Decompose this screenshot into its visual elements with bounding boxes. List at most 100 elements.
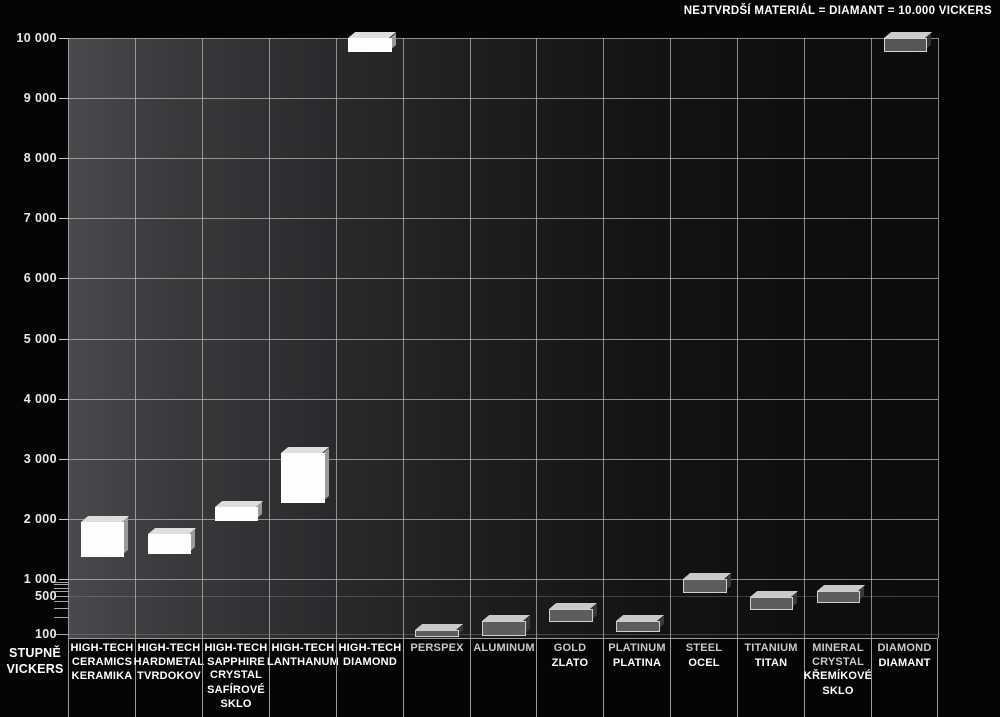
- bar-perspex: [415, 623, 464, 637]
- y-tick-label: 5 000: [23, 331, 57, 346]
- bar-front-face: [482, 621, 526, 636]
- category-axis: HIGH-TECH CERAMICS KERAMIKA HIGH-TECH HARDME…: [68, 638, 938, 717]
- y-axis-title-line2: VICKERS: [6, 662, 64, 676]
- gridline-y: [68, 458, 938, 460]
- y-tick-label: 100: [34, 627, 57, 641]
- category-label-9: PLATINUM PLATINA: [603, 638, 670, 717]
- gridline-x: [68, 38, 69, 638]
- y-tick-label: 1 000: [23, 572, 57, 586]
- category-label-cz: DIAMANT: [878, 656, 931, 669]
- category-label-en: PERSPEX: [410, 642, 464, 654]
- y-axis-title-line1: STUPNĚ: [9, 646, 61, 660]
- y-tick-label: 10 000: [16, 31, 57, 45]
- bar-high-tech-hardmetal: [147, 527, 197, 554]
- bar-front-face: [80, 521, 125, 557]
- category-label-13: DIAMOND DIAMANT: [871, 638, 938, 717]
- category-label-5: HIGH-TECH DIAMOND: [336, 638, 403, 717]
- gridline-y: [68, 338, 938, 340]
- gridline-x: [938, 38, 939, 638]
- gridline-y: [68, 98, 938, 100]
- category-label-en: MINERAL: [812, 642, 864, 654]
- gridline-x: [336, 38, 337, 638]
- y-tick-mark: [59, 338, 68, 340]
- category-label-en: HIGH-TECH: [137, 642, 201, 654]
- y-tick-mark: [59, 98, 68, 100]
- bar-front-face: [749, 596, 794, 610]
- bar-gold: [549, 603, 598, 622]
- y-tick-mark-minor: [54, 600, 68, 602]
- gridline-y: [68, 518, 938, 520]
- category-label-cz: SKLO: [822, 684, 854, 697]
- y-tick-mark: [59, 278, 68, 280]
- y-tick-mark-minor: [54, 584, 68, 586]
- category-label-cz: ZLATO: [551, 656, 589, 669]
- y-tick-mark-minor: [54, 607, 68, 609]
- y-tick-mark: [59, 38, 68, 39]
- gridline-y: [68, 218, 938, 220]
- bar-front-face: [348, 38, 392, 53]
- bar-front-face: [415, 629, 459, 637]
- bar-mineral-crystal: [816, 585, 866, 603]
- category-label-1: HIGH-TECH CERAMICS KERAMIKA: [68, 638, 135, 717]
- bar-aluminum: [482, 615, 531, 636]
- category-label-en: HIGH-TECH: [70, 642, 134, 654]
- category-label-en: CERAMICS: [71, 655, 133, 668]
- y-tick-mark: [59, 158, 68, 160]
- y-tick-label: 4 000: [23, 391, 57, 406]
- gridline-y: [68, 579, 938, 580]
- y-tick-label: 2 000: [23, 511, 57, 526]
- bar-diamond: [883, 32, 933, 53]
- y-tick-mark: [59, 218, 68, 220]
- gridline-x: [202, 38, 203, 638]
- category-label-en: DIAMOND: [343, 655, 397, 668]
- y-tick-label: 9 000: [23, 91, 57, 106]
- y-tick-mark-minor: [54, 581, 68, 583]
- y-tick-mark-minor: [54, 587, 68, 589]
- bar-front-face: [883, 38, 928, 53]
- category-label-en: HIGH-TECH: [271, 642, 335, 654]
- bar-front-face: [616, 621, 660, 632]
- category-label-en: HIGH-TECH: [338, 642, 402, 654]
- bar-platinum: [616, 615, 665, 632]
- category-label-4: HIGH-TECH LANTHANUM: [266, 638, 340, 717]
- y-tick-mark-minor: [54, 591, 68, 593]
- category-label-en: ALUMINUM: [473, 642, 535, 654]
- gridline-x: [403, 38, 404, 638]
- gridline-x: [670, 38, 671, 638]
- y-tick-label: 500: [34, 588, 57, 603]
- bar-high-tech-lanthanum: [281, 446, 331, 503]
- chart-title: NEJTVRDŠÍ MATERIÁL = DIAMANT = 10.000 VI…: [683, 5, 992, 17]
- plot-area: 10 000 9 000 8 000 7 000 6 000 5 000 4 000 3 00…: [16, 31, 939, 641]
- bar-front-face: [549, 609, 593, 622]
- y-tick-mark-minor: [54, 617, 68, 619]
- category-label-12: MINERAL CRYSTAL KŘEMÍKOVÉ SKLO: [804, 638, 872, 717]
- category-label-en: TITANIUM: [744, 642, 798, 654]
- gridline-y: [68, 158, 938, 160]
- category-label-cz: TVRDOKOV: [137, 670, 201, 682]
- gridline-x: [871, 38, 872, 638]
- gridline-y: [68, 398, 938, 400]
- gridline-y: [68, 38, 938, 39]
- bar-front-face: [281, 452, 325, 503]
- bar-high-tech-sapphire-crystal: [214, 500, 264, 521]
- category-label-en: GOLD: [553, 642, 587, 654]
- y-tick-mark: [54, 634, 68, 635]
- bar-front-face: [214, 506, 259, 521]
- category-label-cz: OCEL: [688, 656, 720, 669]
- y-tick-mark: [59, 518, 68, 520]
- gridline-x: [470, 38, 471, 638]
- category-label-en: CRYSTAL: [811, 655, 865, 668]
- category-label-en: DIAMOND: [877, 642, 932, 654]
- y-tick-label: 7 000: [23, 211, 57, 226]
- bar-front-face: [683, 579, 727, 594]
- y-tick-mark: [59, 398, 68, 400]
- category-label-cz: SAFÍROVÉ: [207, 683, 265, 696]
- category-label-en: LANTHANUM: [266, 655, 340, 668]
- gridline-y: [68, 595, 938, 597]
- category-label-6: PERSPEX: [403, 638, 470, 717]
- gridline-x: [737, 38, 738, 638]
- gridline-x: [536, 38, 537, 638]
- y-tick-label: 6 000: [23, 271, 57, 286]
- gridline-x: [603, 38, 604, 638]
